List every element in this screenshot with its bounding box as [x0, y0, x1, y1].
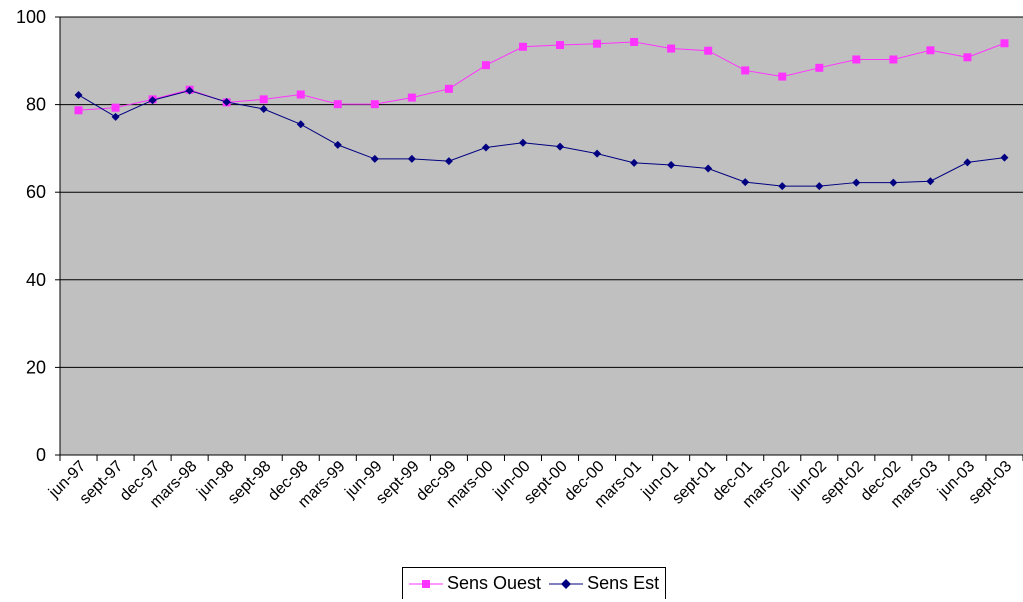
- data-point: [1000, 39, 1009, 48]
- y-tick-label: 100: [16, 7, 46, 27]
- data-point: [963, 53, 972, 62]
- data-point: [518, 138, 527, 147]
- legend-label-est: Sens Est: [587, 573, 660, 593]
- legend-label-ouest: Sens Ouest: [447, 573, 542, 593]
- data-point: [815, 63, 824, 72]
- series-sens-ouest: [74, 37, 1009, 115]
- data-point: [630, 37, 639, 46]
- data-point: [630, 158, 639, 167]
- data-point: [370, 100, 379, 109]
- data-point: [296, 90, 305, 99]
- data-point: [333, 140, 342, 149]
- legend: Sens Ouest Sens Est: [402, 567, 667, 599]
- data-point: [852, 55, 861, 64]
- series-line: [78, 41, 1005, 111]
- data-point: [556, 41, 565, 50]
- data-point: [444, 157, 453, 166]
- data-point: [444, 84, 453, 93]
- data-point: [741, 178, 750, 187]
- legend-swatch-est: [549, 578, 584, 589]
- x-axis-ticks: jun-97sept-97dec-97mars-98jun-98sept-98d…: [45, 455, 1023, 511]
- data-point: [926, 46, 935, 55]
- data-point: [481, 61, 490, 70]
- data-point: [222, 97, 231, 106]
- data-point: [704, 164, 713, 173]
- data-point: [593, 149, 602, 158]
- y-tick-label: 20: [26, 357, 46, 377]
- data-point: [333, 100, 342, 109]
- plot-area: [60, 17, 1023, 455]
- data-point: [481, 143, 490, 152]
- data-point: [148, 96, 157, 105]
- series-line: [78, 90, 1005, 187]
- data-point: [667, 44, 676, 53]
- data-point: [778, 72, 787, 81]
- data-point: [704, 46, 713, 55]
- data-point: [518, 42, 527, 51]
- data-point: [1000, 153, 1009, 162]
- data-point: [815, 182, 824, 191]
- data-point: [370, 154, 379, 163]
- data-point: [889, 55, 898, 64]
- data-point: [185, 86, 194, 95]
- data-point: [111, 103, 120, 112]
- gridlines: [60, 16, 1023, 368]
- y-axis-ticks: 0 20 40 60 80 100: [16, 7, 60, 465]
- data-point: [259, 95, 268, 104]
- data-point: [407, 154, 416, 163]
- data-point: [111, 112, 120, 121]
- data-point: [889, 178, 898, 187]
- data-point: [74, 106, 83, 115]
- legend-item-ouest: Sens Ouest: [409, 573, 541, 594]
- series-layer: [74, 37, 1009, 191]
- data-point: [852, 178, 861, 187]
- legend-swatch-ouest: [409, 579, 443, 588]
- data-point: [741, 66, 750, 75]
- y-tick-label: 40: [26, 270, 46, 290]
- data-point: [963, 158, 972, 167]
- data-point: [407, 93, 416, 102]
- data-point: [259, 104, 268, 113]
- y-tick-label: 80: [26, 95, 46, 115]
- y-tick-label: 60: [26, 182, 46, 202]
- y-tick-label: 0: [36, 445, 46, 465]
- series-sens-est: [74, 86, 1009, 191]
- data-point: [593, 39, 602, 48]
- data-point: [926, 177, 935, 186]
- data-point: [778, 182, 787, 191]
- data-point: [667, 161, 676, 170]
- legend-item-est: Sens Est: [549, 573, 659, 594]
- data-point: [74, 90, 83, 99]
- data-point: [556, 142, 565, 151]
- data-point: [296, 120, 305, 129]
